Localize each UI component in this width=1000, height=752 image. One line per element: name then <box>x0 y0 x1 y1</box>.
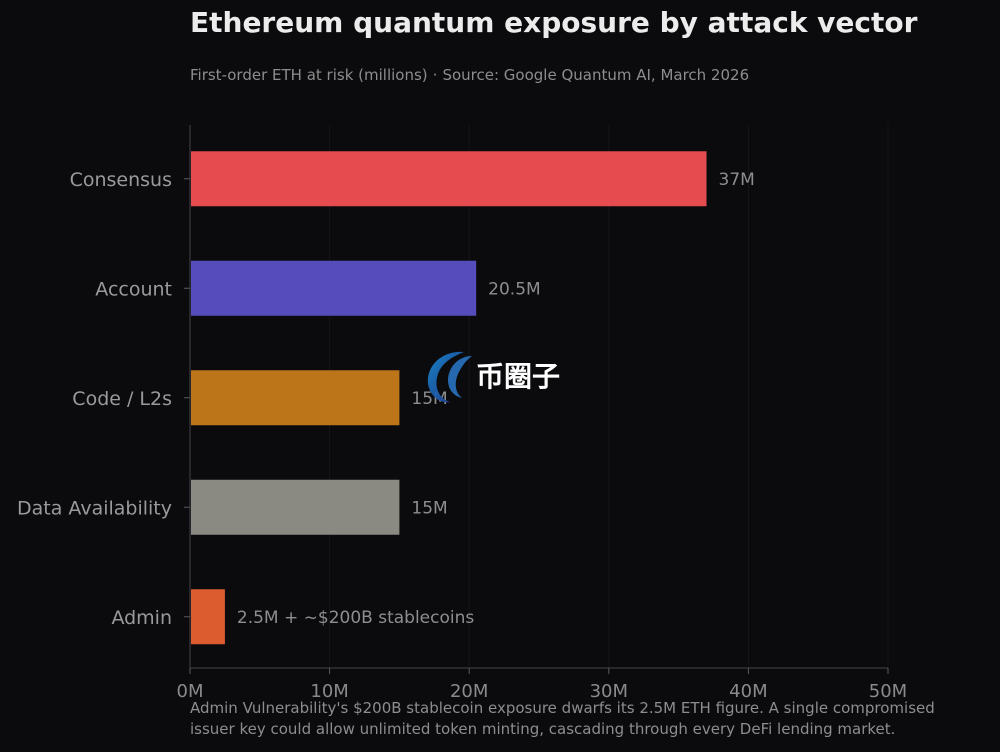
y-tick-label: Account <box>95 278 172 300</box>
bar <box>191 370 400 426</box>
x-tick-label: 30M <box>590 681 628 702</box>
bar <box>191 151 707 207</box>
y-tick-label: Data Availability <box>17 497 172 519</box>
x-tick-label: 40M <box>729 681 767 702</box>
chart-title: Ethereum quantum exposure by attack vect… <box>190 6 918 39</box>
caption-line-1: Admin Vulnerability's $200B stablecoin e… <box>190 699 935 717</box>
data-label: 15M <box>411 389 447 409</box>
subtitle-separator: · <box>432 66 438 84</box>
data-label: 2.5M + ~$200B stablecoins <box>237 608 474 628</box>
chart-caption: Admin Vulnerability's $200B stablecoin e… <box>190 698 995 740</box>
x-tick-label: 0M <box>177 681 204 702</box>
bar <box>191 260 477 316</box>
bar <box>191 479 400 535</box>
data-label: 37M <box>719 170 755 190</box>
x-tick-label: 10M <box>310 681 348 702</box>
data-label: 15M <box>411 498 447 518</box>
y-tick-label: Consensus <box>70 169 172 191</box>
caption-line-2: issuer key could allow unlimited token m… <box>190 720 896 738</box>
data-label: 20.5M <box>488 279 541 299</box>
x-tick-label: 20M <box>450 681 488 702</box>
subtitle-measure: First-order ETH at risk (millions) <box>190 66 428 84</box>
chart-subtitle: First-order ETH at risk (millions) · Sourc… <box>190 66 749 84</box>
y-tick-label: Admin <box>111 607 172 629</box>
subtitle-source: Source: Google Quantum AI, March 2026 <box>442 66 750 84</box>
bar <box>191 589 225 645</box>
x-tick-label: 50M <box>869 681 907 702</box>
y-tick-label: Code / L2s <box>72 388 172 410</box>
